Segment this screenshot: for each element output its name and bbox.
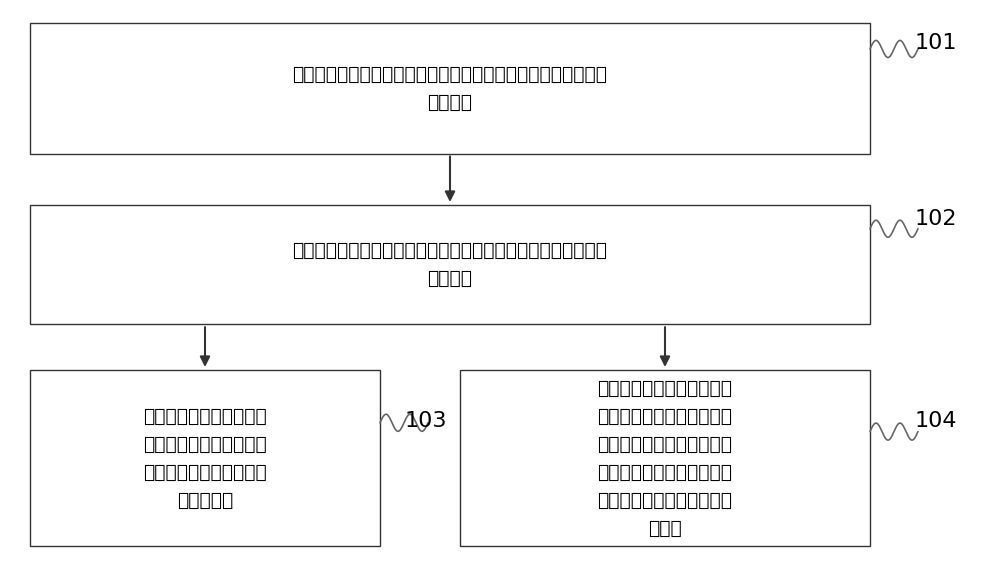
Bar <box>30 23 870 154</box>
Text: 当间隔值超过预置时间阈
值时，将默认提示音中标
注为第一部分的音频作为
提示音播放: 当间隔值超过预置时间阈 值时，将默认提示音中标 注为第一部分的音频作为 提示音播… <box>143 406 267 510</box>
Bar <box>30 205 870 324</box>
Bar <box>30 370 380 546</box>
Text: 101: 101 <box>915 32 958 53</box>
Text: 104: 104 <box>915 411 958 431</box>
Text: 103: 103 <box>405 411 448 431</box>
Bar <box>460 370 870 546</box>
Text: 判断上一次播放提示音的时间与当前时间的间隔值是否超过预置
时间阈值: 判断上一次播放提示音的时间与当前时间的间隔值是否超过预置 时间阈值 <box>292 241 608 288</box>
Text: 当间隔值未超过预置时间阈
值时，根据默认提示音划分
的各个音频被标注的先后顺
序，将上一次播放的音频的
相邻下一部分音频作为提示
音播放: 当间隔值未超过预置时间阈 值时，根据默认提示音划分 的各个音频被标注的先后顺 序… <box>598 378 732 538</box>
Text: 检测到对当前界面任一对象的选定操作时，获取上一次播放提示
音的时间: 检测到对当前界面任一对象的选定操作时，获取上一次播放提示 音的时间 <box>292 65 608 112</box>
Text: 102: 102 <box>915 209 958 229</box>
